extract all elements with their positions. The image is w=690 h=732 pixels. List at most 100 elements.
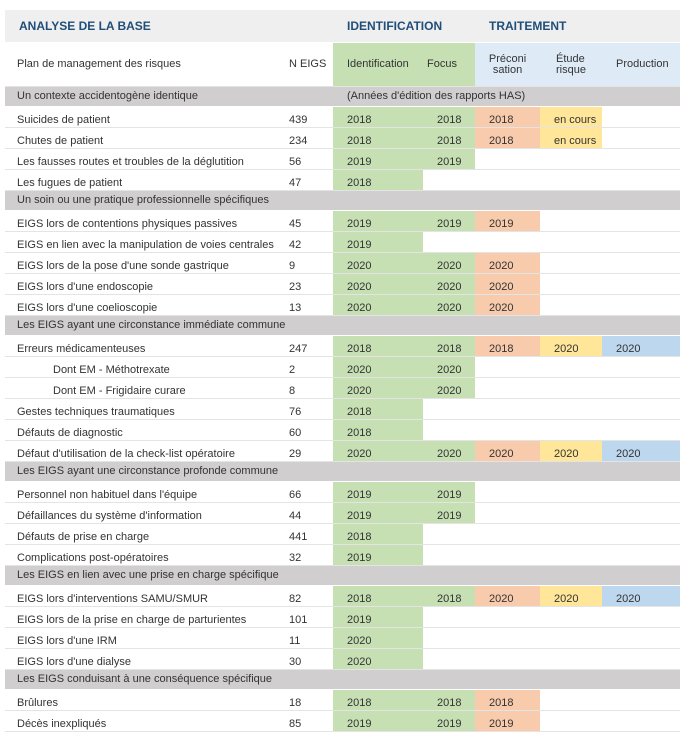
risk-label: Suicides de patient (5, 106, 285, 128)
empty-cell (540, 398, 603, 420)
risk-label: Chutes de patient (5, 127, 285, 149)
focus-cell: 2018 (423, 127, 476, 149)
empty-cell (602, 710, 681, 732)
risk-label: Dont EM - Méthotrexate (5, 356, 285, 378)
focus-cell: 2019 (423, 481, 476, 503)
n-eigs: 82 (285, 585, 333, 607)
empty-cell (602, 648, 681, 670)
section-row: Un soin ou une pratique professionnelle … (5, 190, 681, 211)
column-header: Focus (423, 42, 476, 87)
identification-cell: 2019 (333, 231, 423, 253)
section-title: Les EIGS en lien avec une prise en charg… (5, 565, 681, 586)
empty-cell (423, 544, 476, 566)
empty-cell (540, 356, 603, 378)
section-title: Un soin ou une pratique professionnelle … (5, 190, 681, 211)
data-row: Défaut d'utilisation de la check-list op… (5, 440, 681, 462)
risk-label: Décès inexpliqués (5, 710, 285, 732)
n-eigs: 441 (285, 523, 333, 545)
preconisation-cell: 2018 (475, 335, 541, 357)
data-row: Les fausses routes et troubles de la dég… (5, 148, 681, 170)
data-row: Erreurs médicamenteuses 247 2018 2018 2018 20… (5, 335, 681, 357)
focus-cell: 2020 (423, 356, 476, 378)
risk-label: EIGS lors d'une dialyse (5, 648, 285, 670)
identification-cell: 2018 (333, 689, 423, 711)
empty-cell (475, 544, 541, 566)
etude-cell: 2020 (540, 335, 603, 357)
empty-cell (540, 502, 603, 524)
column-header: Étude risque (540, 42, 603, 87)
table-body: ANALYSE DE LA BASE IDENTIFICATION TRAITE… (5, 10, 681, 732)
risk-label: Défaut d'utilisation de la check-list op… (5, 440, 285, 462)
empty-cell (423, 627, 476, 649)
n-eigs: 18 (285, 689, 333, 711)
n-eigs: 66 (285, 481, 333, 503)
section-note: (Années d'édition des rapports HAS) (333, 86, 681, 107)
empty-cell (602, 252, 681, 274)
identification-cell: 2020 (333, 252, 423, 274)
empty-cell (602, 689, 681, 711)
risk-label: EIGS lors de la prise en charge de partu… (5, 606, 285, 628)
empty-cell (540, 606, 603, 628)
identification-cell: 2020 (333, 294, 423, 316)
preconisation-cell: 2020 (475, 252, 541, 274)
identification-cell: 2018 (333, 335, 423, 357)
n-eigs: 85 (285, 710, 333, 732)
data-row: EIGS lors d'une IRM 11 2020 (5, 627, 681, 649)
empty-cell (602, 356, 681, 378)
empty-cell (475, 502, 541, 524)
risk-label: Brûlures (5, 689, 285, 711)
section-title: Les EIGS ayant une circonstance immédiat… (5, 315, 681, 336)
empty-cell (423, 398, 476, 420)
production-cell: 2020 (602, 585, 681, 607)
n-eigs: 23 (285, 273, 333, 295)
section-title: Les EIGS ayant une circonstance profonde… (5, 461, 681, 482)
empty-cell (540, 273, 603, 295)
risk-label: Défauts de prise en charge (5, 523, 285, 545)
data-row: Brûlures 18 2018 2018 2018 (5, 689, 681, 711)
n-eigs: 42 (285, 231, 333, 253)
identification-cell: 2018 (333, 398, 423, 420)
identification-cell: 2019 (333, 481, 423, 503)
empty-cell (423, 606, 476, 628)
etude-cell: en cours (540, 127, 603, 149)
preconisation-cell: 2018 (475, 689, 541, 711)
empty-cell (602, 169, 681, 191)
identification-cell: 2019 (333, 606, 423, 628)
empty-cell (423, 648, 476, 670)
focus-cell: 2018 (423, 689, 476, 711)
data-row: Dont EM - Méthotrexate 2 2020 2020 (5, 356, 681, 378)
empty-cell (540, 148, 603, 170)
risk-label: Personnel non habituel dans l'équipe (5, 481, 285, 503)
risk-label: EIGS lors d'une IRM (5, 627, 285, 649)
empty-cell (475, 356, 541, 378)
identification-cell: 2020 (333, 648, 423, 670)
column-header: Préconi sation (475, 42, 541, 87)
data-row: EIGS en lien avec la manipulation de voi… (5, 231, 681, 253)
empty-cell (423, 523, 476, 545)
empty-cell (475, 523, 541, 545)
identification-cell: 2019 (333, 148, 423, 170)
risk-label: EIGS en lien avec la manipulation de voi… (5, 231, 285, 253)
empty-cell (540, 294, 603, 316)
etude-cell: 2020 (540, 585, 603, 607)
data-row: EIGS lors d'une dialyse 30 2020 (5, 648, 681, 670)
identification-cell: 2020 (333, 377, 423, 399)
risk-label: Gestes techniques traumatiques (5, 398, 285, 420)
data-row: EIGS lors d'une coelioscopie 13 2020 2020 20… (5, 294, 681, 316)
identification-cell: 2020 (333, 273, 423, 295)
preconisation-cell: 2019 (475, 710, 541, 732)
etude-cell: 2020 (540, 440, 603, 462)
empty-cell (423, 419, 476, 441)
focus-cell: 2019 (423, 710, 476, 732)
identification-cell: 2018 (333, 127, 423, 149)
n-eigs: 76 (285, 398, 333, 420)
section-title: Les EIGS conduisant à une conséquence sp… (5, 669, 681, 690)
data-row: Gestes techniques traumatiques 76 2018 (5, 398, 681, 420)
empty-cell (602, 148, 681, 170)
n-eigs: 13 (285, 294, 333, 316)
empty-cell (602, 127, 681, 149)
data-row: Personnel non habituel dans l'équipe 66 20… (5, 481, 681, 503)
risk-label: Les fugues de patient (5, 169, 285, 191)
empty-cell (475, 231, 541, 253)
